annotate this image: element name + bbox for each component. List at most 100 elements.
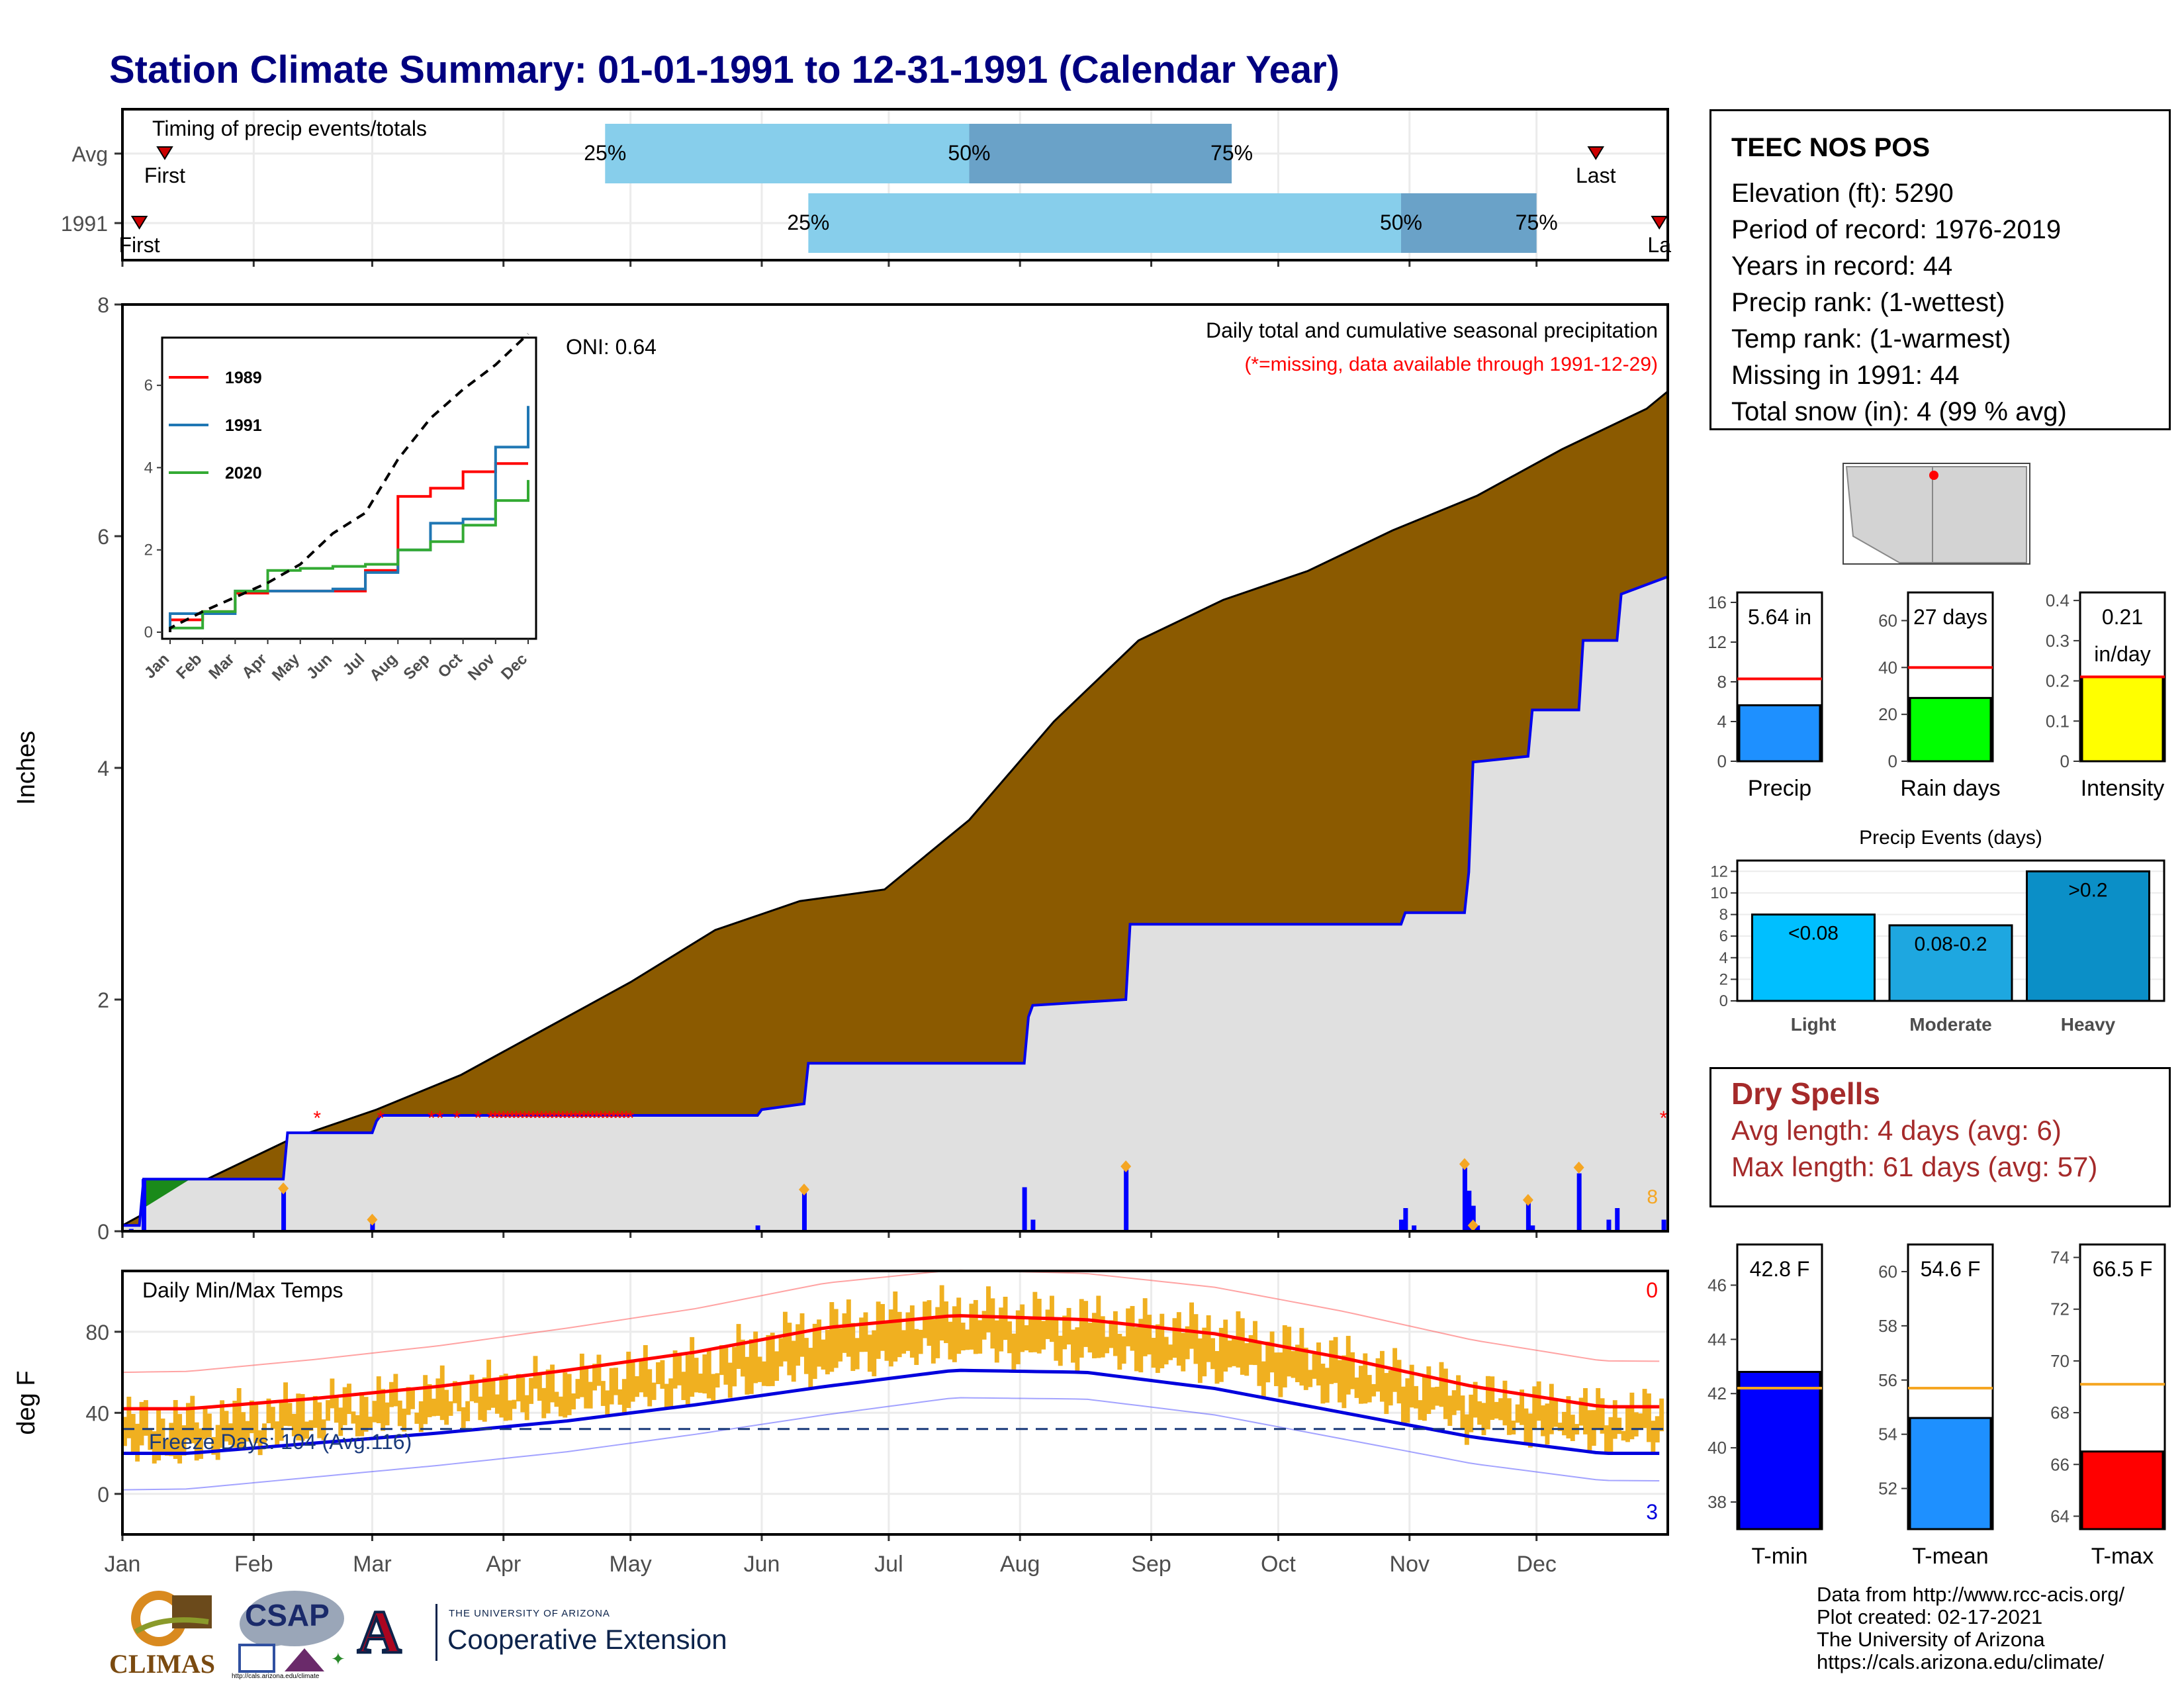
daily-temp-bar (1651, 1421, 1656, 1454)
inset-series-line (169, 480, 529, 632)
missing-marker: * (597, 1107, 605, 1129)
daily-temp-bar (351, 1411, 356, 1424)
daily-temp-bar (1612, 1400, 1617, 1439)
daily-temp-bar (1371, 1383, 1377, 1397)
daily-temp-bar (1329, 1340, 1334, 1384)
daily-temp-bar (1536, 1381, 1541, 1421)
missing-marker: * (618, 1107, 626, 1129)
daily-temp-bar (1587, 1410, 1592, 1451)
missing-marker: * (512, 1107, 520, 1129)
daily-temp-bar (1638, 1413, 1643, 1430)
missing-marker: * (508, 1107, 516, 1129)
daily-temp-bar (1041, 1321, 1046, 1350)
daily-temp-bar (1138, 1319, 1144, 1373)
daily-temp-bar (863, 1312, 868, 1352)
daily-temp-bar (905, 1312, 911, 1351)
summary-y-tick-label: 60 (1878, 1262, 1897, 1282)
missing-marker: * (572, 1107, 580, 1129)
daily-temp-bar (944, 1301, 948, 1343)
summary-y-tick-label: 0.3 (2046, 631, 2070, 651)
summary-y-tick-label: 0 (2060, 751, 2070, 771)
missing-marker: * (496, 1107, 504, 1129)
daily-temp-bar (1520, 1389, 1524, 1425)
daily-temp-bar (355, 1415, 360, 1436)
daily-temp-bar (241, 1412, 246, 1451)
daily-temp-bar (148, 1429, 153, 1450)
daily-temp-bar (465, 1401, 471, 1421)
daily-temp-bar (893, 1291, 898, 1362)
missing-marker: * (601, 1107, 609, 1129)
csap-cloud-icon: ✦ (238, 1591, 345, 1673)
daily-temp-bar (1511, 1421, 1516, 1434)
daily-temp-bar (190, 1395, 195, 1444)
daily-temp-bar (901, 1330, 906, 1354)
daily-temp-bar (1447, 1395, 1453, 1427)
timing-first-label: First (118, 233, 159, 257)
summary-value-label: 27 days (1913, 605, 1987, 629)
timing-bar-lower (605, 124, 970, 183)
daily-temp-bar (1185, 1326, 1190, 1360)
daily-temp-bar (1202, 1327, 1207, 1377)
daily-temp-bar (711, 1374, 716, 1401)
dry-spells-avg: Avg length: 4 days (avg: 6) (1731, 1115, 2062, 1146)
daily-temp-bar (808, 1348, 813, 1389)
daily-temp-bar (1600, 1398, 1605, 1434)
station-missing: Missing in 1991: 44 (1731, 361, 1960, 390)
summary-value-bar (1909, 696, 1992, 763)
daily-temp-bar (1490, 1376, 1495, 1420)
daily-temp-bar (1113, 1311, 1118, 1356)
daily-temp-bar (741, 1339, 745, 1377)
daily-temp-bar (1642, 1389, 1647, 1429)
daily-temp-bar (753, 1331, 758, 1383)
daily-temp-bar (1320, 1364, 1326, 1404)
daily-temp-bar (347, 1383, 351, 1415)
missing-marker: * (377, 1107, 385, 1129)
daily-temp-bar (1591, 1410, 1596, 1446)
map-state-newmexico (1932, 466, 2027, 563)
csap-wordmark: CSAP (245, 1598, 330, 1632)
map-state-arizona (1845, 466, 1933, 563)
daily-temp-bar (245, 1421, 250, 1442)
daily-temp-bar (978, 1320, 983, 1354)
daily-temp-bar (1232, 1337, 1236, 1366)
summary-y-tick-label: 20 (1878, 704, 1897, 724)
daily-temp-bar (1079, 1299, 1084, 1358)
daily-temp-bar (909, 1305, 915, 1358)
missing-marker: * (627, 1107, 635, 1129)
daily-temp-bar (1439, 1362, 1444, 1407)
daily-temp-bar (296, 1393, 301, 1440)
inset-y-tick-label: 0 (144, 624, 153, 641)
dry-spells-title: Dry Spells (1731, 1076, 1880, 1111)
daily-temp-bar (359, 1392, 365, 1436)
daily-precip-bar (1606, 1219, 1612, 1231)
events-category-label: Light (1791, 1014, 1836, 1035)
daily-temp-bar (249, 1400, 254, 1434)
missing-marker: * (521, 1107, 529, 1129)
daily-precip-bar (1398, 1219, 1404, 1231)
daily-temp-bar (969, 1303, 974, 1350)
daily-temp-bar (444, 1389, 449, 1425)
temp-x-tick-label: Mar (353, 1552, 392, 1577)
daily-temp-bar (1227, 1340, 1232, 1368)
daily-temp-bar (376, 1376, 381, 1423)
daily-temp-bar (432, 1398, 436, 1417)
temp-y-tick-label: 0 (97, 1483, 109, 1507)
daily-temp-bar (829, 1302, 835, 1372)
summary-y-tick-label: 16 (1707, 592, 1727, 612)
snow-marker (278, 1182, 289, 1195)
daily-temp-bar (872, 1330, 877, 1377)
daily-temp-bar (385, 1402, 390, 1426)
svg-text:✦: ✦ (331, 1650, 345, 1669)
daily-temp-bar (1345, 1336, 1351, 1395)
daily-precip-bar (1467, 1190, 1472, 1231)
daily-temp-bar (1312, 1354, 1317, 1379)
daily-temp-bar (1282, 1325, 1287, 1387)
precip-y-tick-label: 8 (97, 293, 109, 317)
summary-y-tick-label: 0.2 (2046, 671, 2070, 691)
daily-temp-bar (1218, 1327, 1224, 1382)
events-y-tick-label: 2 (1719, 970, 1728, 988)
daily-temp-bar (368, 1417, 373, 1429)
daily-temp-bar (206, 1413, 212, 1438)
daily-temp-bar (1396, 1360, 1402, 1404)
summary-y-tick-label: 52 (1878, 1479, 1897, 1499)
